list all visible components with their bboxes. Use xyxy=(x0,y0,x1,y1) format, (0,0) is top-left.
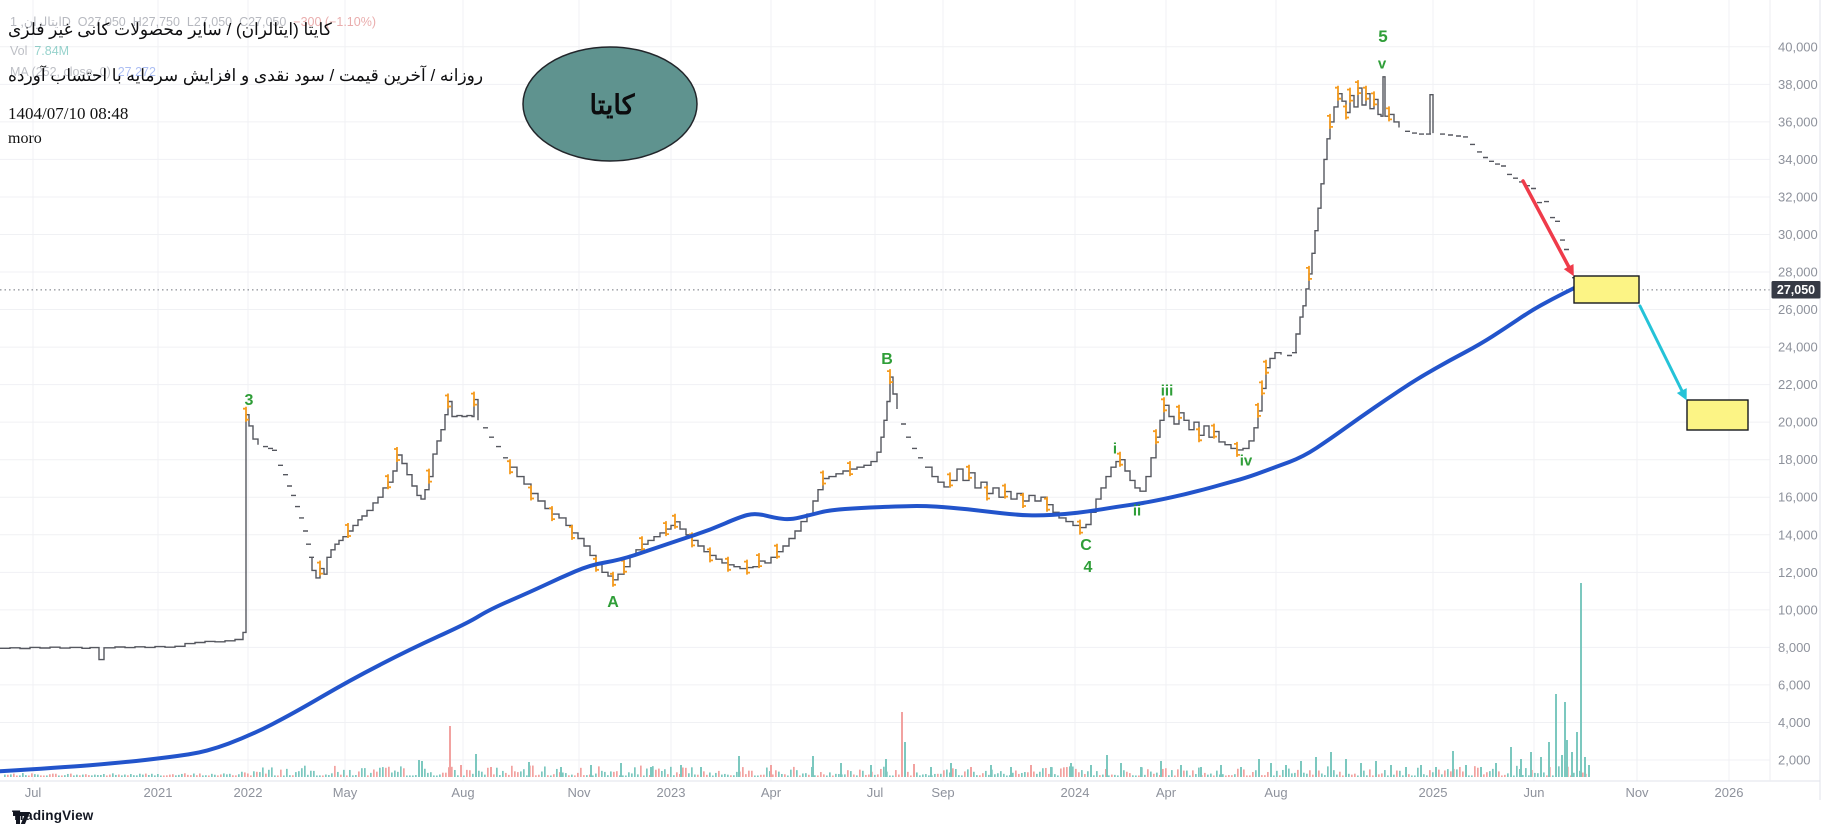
legend-symbol: ایتالران, 1D xyxy=(10,15,71,29)
legend-high: H27,750 xyxy=(132,15,180,29)
price-axis[interactable]: 2,000 4,000 6,000 8,000 10,000 12,000 14,000 16… xyxy=(1778,39,1818,767)
wave-label-iii[interactable]: iii xyxy=(1161,382,1174,399)
wave-label-i[interactable]: i xyxy=(1113,440,1117,457)
time-axis-label: 2024 xyxy=(1061,785,1090,800)
wave-label-A[interactable]: A xyxy=(607,594,619,611)
wave-label-5[interactable]: 5 xyxy=(1378,27,1387,46)
price-axis-label: 14,000 xyxy=(1778,527,1818,542)
symbol-ellipse-callout[interactable] xyxy=(522,46,698,162)
tradingview-logo-icon xyxy=(13,812,30,824)
time-axis-label: 2026 xyxy=(1715,785,1744,800)
price-series xyxy=(0,76,1582,661)
time-axis-label: Jul xyxy=(867,785,884,800)
price-axis-label: 4,000 xyxy=(1778,715,1811,730)
time-axis-label: Jun xyxy=(1524,785,1545,800)
chart-title-line2: روزانه / آخرین قیمت / سود نقدی و افزایش … xyxy=(8,66,484,85)
ma-legend: MA (252, close, 0) 27,272 xyxy=(10,65,156,79)
arrow-drawing[interactable] xyxy=(1638,304,1686,397)
price-axis-label: 18,000 xyxy=(1778,452,1818,467)
time-axis-label: 2025 xyxy=(1419,785,1448,800)
ma-legend-value: 27,272 xyxy=(117,65,156,79)
price-axis-label: 30,000 xyxy=(1778,227,1818,242)
price-axis-label: 24,000 xyxy=(1778,340,1818,355)
gridlines xyxy=(0,0,1770,781)
volume-legend-value: 7.84M xyxy=(34,44,70,58)
time-axis-label: Jul xyxy=(25,785,42,800)
wave-label-ii[interactable]: ii xyxy=(1133,502,1141,519)
price-axis-label: 16,000 xyxy=(1778,490,1818,505)
price-axis-label: 8,000 xyxy=(1778,640,1811,655)
price-axis-label: 38,000 xyxy=(1778,77,1818,92)
volume-bars xyxy=(4,583,1590,777)
last-price-badge-value: 27,050 xyxy=(1777,283,1815,297)
time-axis[interactable]: Jul 2021 2022 May Aug Nov 2023 Apr Jul Sep 2024 Apr… xyxy=(25,785,1744,800)
wave-label-B[interactable]: B xyxy=(881,351,893,368)
time-axis-label: 2021 xyxy=(144,785,173,800)
ohlc-legend: ایتالران, 1D O27,050 H27,750 L27,050 C27… xyxy=(10,14,376,29)
price-axis-label: 34,000 xyxy=(1778,152,1818,167)
arrow-head xyxy=(1676,388,1687,401)
price-axis-label: 6,000 xyxy=(1778,677,1811,692)
volume-legend-label: Vol xyxy=(10,44,28,58)
wave-label-iv[interactable]: iv xyxy=(1240,452,1253,469)
time-axis-label: Apr xyxy=(1156,785,1177,800)
chart-datetime: 1404/07/10 08:48 xyxy=(8,104,129,123)
price-axis-label: 26,000 xyxy=(1778,302,1818,317)
legend-change: −300 (−1.10%) xyxy=(293,15,376,29)
tradingview-logo-text: TradingView xyxy=(12,808,94,823)
ma-legend-label: MA (252, close, 0) xyxy=(10,65,111,79)
price-axis-label: 36,000 xyxy=(1778,114,1818,129)
time-axis-label: Sep xyxy=(931,785,954,800)
price-axis-label: 12,000 xyxy=(1778,565,1818,580)
price-axis-label: 2,000 xyxy=(1778,753,1811,768)
legend-open: O27,050 xyxy=(77,15,126,29)
price-axis-label: 10,000 xyxy=(1778,602,1818,617)
time-axis-label: May xyxy=(333,785,358,800)
arrow-head xyxy=(1563,264,1574,277)
time-axis-label: Nov xyxy=(567,785,591,800)
volume-legend: Vol 7.84M xyxy=(10,44,69,58)
price-axis-label: 22,000 xyxy=(1778,377,1818,392)
symbol-ellipse-label: کایتا xyxy=(590,90,636,120)
tradingview-logo[interactable]: TradingView xyxy=(12,808,94,824)
time-axis-label: Aug xyxy=(451,785,474,800)
wave-label-4[interactable]: 4 xyxy=(1084,559,1093,576)
price-axis-label: 28,000 xyxy=(1778,265,1818,280)
target-box-drawing[interactable] xyxy=(1573,275,1640,304)
time-axis-label: 2023 xyxy=(657,785,686,800)
time-axis-label: Apr xyxy=(761,785,782,800)
chart-watermark: moro xyxy=(8,130,42,147)
wave-label-C[interactable]: C xyxy=(1080,537,1092,554)
time-axis-label: 2022 xyxy=(234,785,263,800)
price-axis-label: 20,000 xyxy=(1778,415,1818,430)
arrow-drawing[interactable] xyxy=(1521,179,1573,273)
wave-label-3[interactable]: 3 xyxy=(245,392,254,409)
target-box-drawing[interactable] xyxy=(1686,399,1749,431)
last-price-badge[interactable]: 27,050 xyxy=(1771,281,1821,299)
legend-close: C27,050 xyxy=(239,15,287,29)
time-axis-label: Nov xyxy=(1625,785,1649,800)
chart-title-line1: کایتا (ایتالران) / سایر محصولات کانی غیر… xyxy=(8,20,332,39)
wave-label-v[interactable]: v xyxy=(1378,55,1387,72)
time-axis-label: Aug xyxy=(1264,785,1287,800)
legend-low: L27,050 xyxy=(186,15,233,29)
price-axis-label: 32,000 xyxy=(1778,189,1818,204)
ma-line xyxy=(0,285,1577,774)
price-axis-label: 40,000 xyxy=(1778,39,1818,54)
